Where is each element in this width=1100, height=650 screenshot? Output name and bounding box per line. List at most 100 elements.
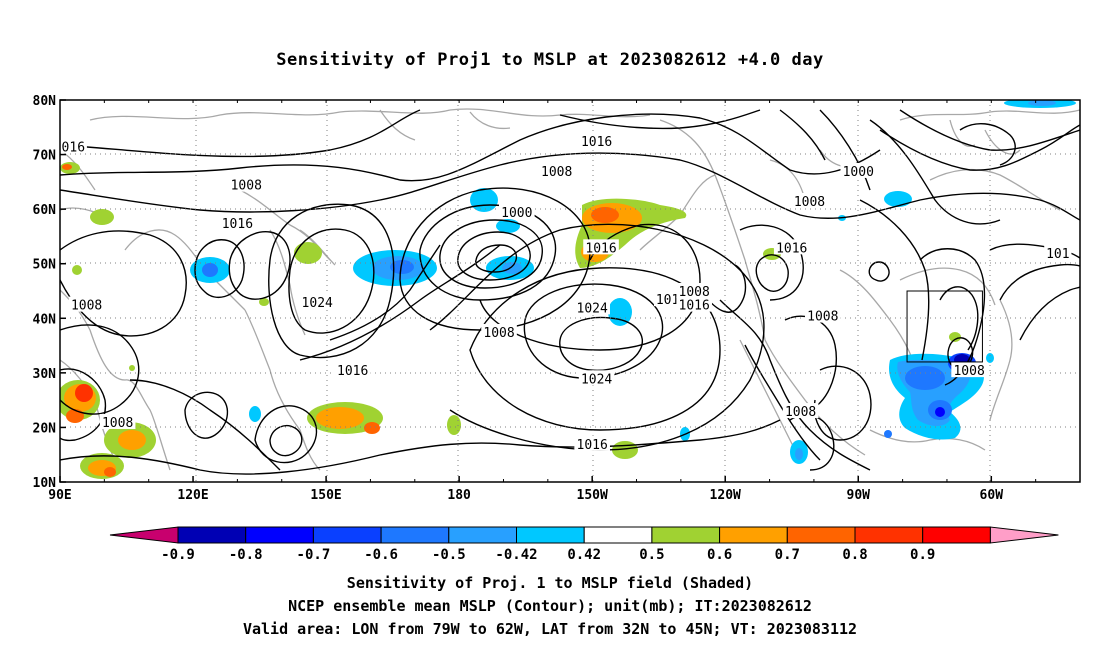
colorbar-swatch xyxy=(922,526,991,544)
contour-label: 1008 xyxy=(71,299,102,314)
lon-tick-label: 60W xyxy=(980,488,1004,503)
contour-label: 1008 xyxy=(794,195,825,210)
contour-label-bg xyxy=(219,214,256,230)
colorbar-swatch xyxy=(854,526,924,544)
lon-tick-label: 90W xyxy=(847,488,871,503)
contour-label-bg xyxy=(804,307,841,323)
colorbar-label: -0.8 xyxy=(229,547,263,563)
lat-tick-label: 40N xyxy=(33,312,57,327)
contour-label-bg xyxy=(538,162,575,178)
contour-label-bg xyxy=(574,299,610,315)
colorbar-swatch xyxy=(516,526,585,544)
contour-label: 1016 xyxy=(585,241,616,256)
contour-label-bg xyxy=(840,162,877,178)
contour-label-bg xyxy=(60,138,87,154)
valid-area-box xyxy=(906,290,983,363)
lon-tick-label: 150E xyxy=(310,488,341,503)
mslp-contours xyxy=(60,109,1080,475)
contour-label-bg xyxy=(481,323,517,339)
contour-label: 1008 xyxy=(483,326,514,341)
contour-label: 1008 xyxy=(807,310,838,325)
contour-label: 1016 xyxy=(679,299,710,314)
contour-label: 101 xyxy=(656,293,679,308)
lon-tick-label: 180 xyxy=(447,488,471,503)
lat-tick-label: 70N xyxy=(33,149,57,164)
map-title: Sensitivity of Proj1 to MSLP at 20230826… xyxy=(276,50,824,70)
colorbar-over-triangle xyxy=(989,526,1059,544)
contour-label: 1016 xyxy=(337,364,368,379)
colorbar-under-triangle xyxy=(109,526,179,544)
colorbar-legend: -0.9 -0.8 -0.7 -0.6 -0.5 -0.42 0.42 0.5 0.6 0.7 0.… xyxy=(109,526,1059,563)
contour-label: 1024 xyxy=(577,301,608,316)
contour-label: 016 xyxy=(62,140,85,155)
contour-label-bg xyxy=(951,362,987,378)
contour-label: 1016 xyxy=(577,438,608,453)
contour-label: 1000 xyxy=(843,165,874,180)
contour-label: 1016 xyxy=(776,241,807,256)
contour-label: 1024 xyxy=(581,372,612,387)
colorbar-swatch xyxy=(312,526,382,544)
contour-label-bg xyxy=(1044,244,1072,260)
colorbar-swatch xyxy=(177,526,247,544)
contour-label-bg xyxy=(68,296,105,312)
colorbar-label: -0.7 xyxy=(297,547,331,563)
caption-contour: NCEP ensemble mean MSLP (Contour); unit(… xyxy=(288,597,812,615)
contour-label: 1000 xyxy=(501,206,532,221)
lon-tick-label: 120W xyxy=(710,488,741,503)
contour-label: 1008 xyxy=(102,416,133,431)
latitude-axis: 80N 70N 60N 50N 40N 30N 20N 10N xyxy=(33,94,66,491)
colorbar-swatch xyxy=(245,526,314,544)
colorbar-swatch xyxy=(583,526,653,544)
colorbar-swatch xyxy=(786,526,856,544)
colorbar-label: -0.6 xyxy=(364,547,398,563)
colorbar-label: 0.8 xyxy=(842,547,867,563)
contour-label: 1024 xyxy=(302,296,333,311)
caption-valid-area: Valid area: LON from 79W to 62W, LAT fro… xyxy=(242,620,858,638)
contour-label-bg xyxy=(773,239,810,255)
colorbar-swatch xyxy=(380,526,450,544)
contour-label-bg xyxy=(228,176,265,192)
colorbar-label: 0.6 xyxy=(707,547,732,563)
contour-label: 1008 xyxy=(953,364,984,379)
contour-label-bg xyxy=(782,403,819,419)
colorbar-swatch xyxy=(448,526,517,544)
lat-tick-label: 10N xyxy=(33,476,57,491)
colorbar-swatch xyxy=(719,526,788,544)
contour-label: 1016 xyxy=(581,135,612,150)
contour-label-bg xyxy=(299,293,336,309)
lon-tick-label: 90E xyxy=(48,488,71,503)
contour-label-bg xyxy=(334,362,371,378)
colorbar-label: -0.42 xyxy=(495,547,537,563)
lat-tick-label: 30N xyxy=(33,367,57,382)
contour-label-bg xyxy=(583,239,619,255)
colorbar-label: -0.9 xyxy=(161,547,195,563)
colorbar-label: 0.5 xyxy=(639,547,664,563)
lat-tick-label: 50N xyxy=(33,258,57,273)
lat-tick-label: 60N xyxy=(33,203,57,218)
contour-label: 1008 xyxy=(231,179,262,194)
lat-tick-label: 20N xyxy=(33,421,57,436)
contour-label-bg xyxy=(578,370,615,386)
contour-label: 101 xyxy=(1046,247,1069,262)
graticule xyxy=(60,100,1080,482)
contour-label-bg xyxy=(653,291,682,307)
contour-label-bg xyxy=(498,203,535,219)
contour-label-bg xyxy=(676,296,712,312)
colorbar-swatch xyxy=(651,526,721,544)
contour-label-bg xyxy=(99,413,136,429)
colorbar-label: 0.7 xyxy=(775,547,800,563)
contour-label-bg xyxy=(791,192,828,208)
lon-tick-label: 120E xyxy=(177,488,208,503)
colorbar-label: 0.42 xyxy=(567,547,601,563)
contour-label-bg xyxy=(578,132,615,148)
longitude-axis: 90E 120E 150E 180 150W 120W 90W 60W xyxy=(48,100,1081,503)
contour-label: 1008 xyxy=(785,405,816,420)
contour-label: 1008 xyxy=(541,165,572,180)
contour-label: 1016 xyxy=(222,217,253,232)
contour-label: 1008 xyxy=(679,285,710,300)
plot-frame xyxy=(59,99,1081,483)
contour-label-bg xyxy=(676,283,712,298)
coastlines xyxy=(60,108,1080,471)
